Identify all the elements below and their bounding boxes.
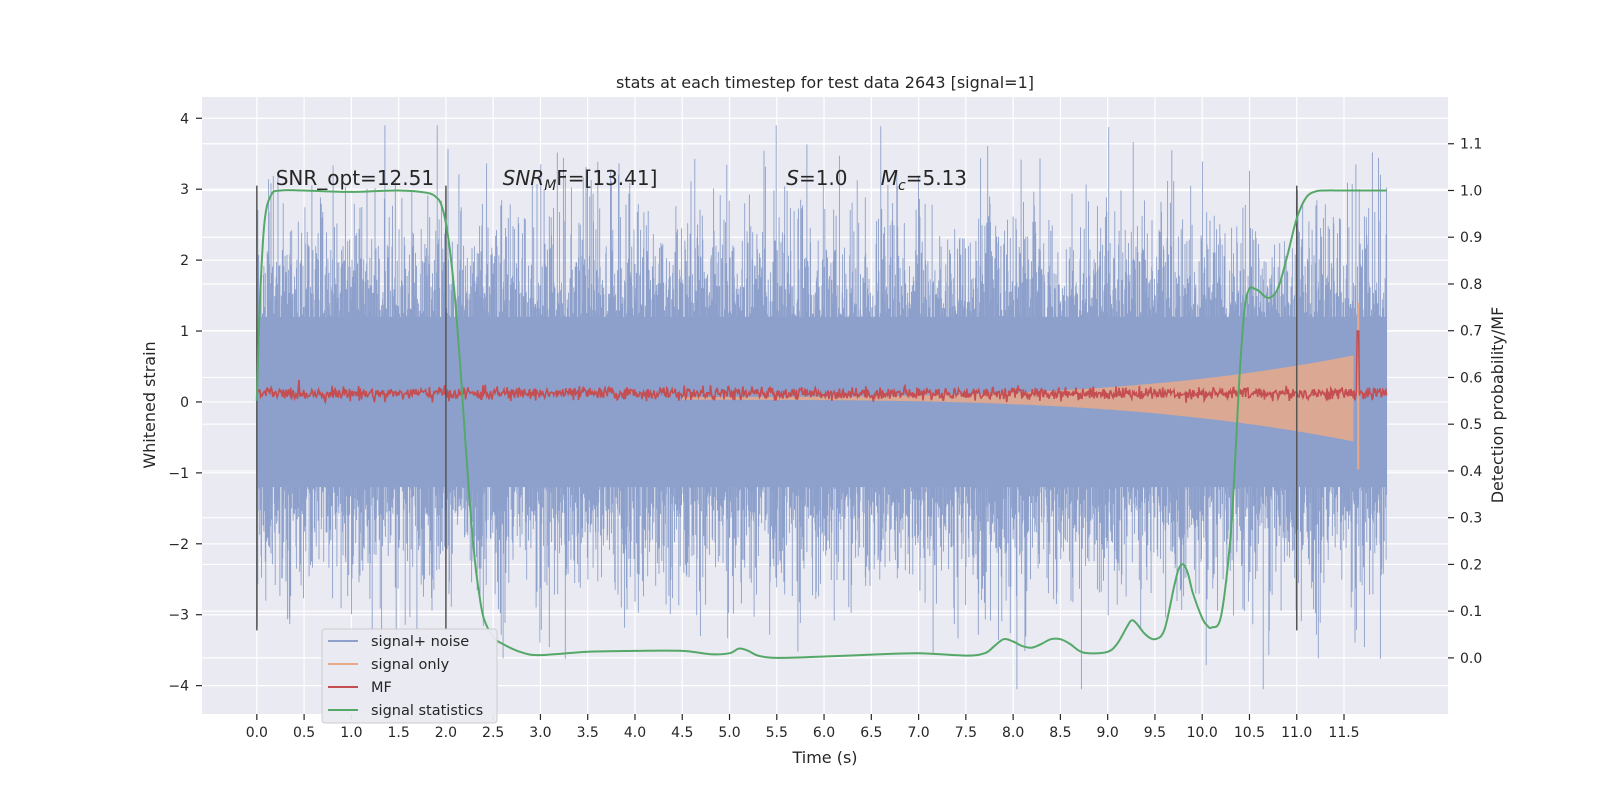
y-tick-label: 2 [180,253,189,269]
y2-tick-label: 1.0 [1460,183,1482,199]
x-tick-label: 8.0 [1002,725,1024,741]
x-tick-label: 10.5 [1234,725,1265,741]
legend-label-signal-statistics: signal statistics [371,703,483,719]
y-tick-label: −2 [168,537,189,553]
legend-box [321,628,498,724]
x-tick-label: 6.5 [860,725,882,741]
y2-tick-label: 0.6 [1460,370,1482,386]
signal-statistics-line [255,189,1387,659]
annotation-2: SNRMF=[13.41] [503,166,658,194]
axis-ticks: 0.0 0.5 1.0 1.5 2.0 2.5 3.0 3.5 4.0 4.5 5.0 5.5 6.0 6… [168,111,1482,741]
x-tick-label: 5.5 [766,725,788,741]
y-axis-label: Whitened strain [140,341,159,468]
x-tick-label: 4.0 [624,725,646,741]
x-tick-label: 0.0 [246,725,268,741]
legend-label-signal-noise: signal+ noise [371,634,469,650]
y-tick-label: −1 [168,466,189,482]
series-mf [256,330,1388,405]
x-tick-label: 2.5 [482,725,504,741]
x-tick-label: 1.5 [388,725,410,741]
y2-tick-label: 0.3 [1460,511,1482,527]
y2-tick-label: 0.4 [1460,464,1482,480]
x-tick-label: 3.0 [529,725,551,741]
y2-tick-label: 0.8 [1460,277,1482,293]
y2-axis-label: Detection probability/MF [1488,307,1507,504]
x-axis-label: Time (s) [791,748,857,767]
x-tick-label: 5.0 [718,725,740,741]
mf-line [256,330,1388,405]
series-signal-statistics [255,189,1387,659]
x-tick-label: 11.0 [1281,725,1312,741]
y2-tick-label: 1.1 [1460,137,1482,153]
y2-tick-label: 0.0 [1460,651,1482,667]
y2-tick-label: 0.5 [1460,417,1482,433]
y-tick-label: −4 [168,679,189,695]
y-tick-label: 4 [180,111,189,127]
annotations: SNR_opt=12.51 SNRMF=[13.41] S=1.0 Mc=5.13 [276,166,967,194]
x-tick-label: 7.0 [907,725,929,741]
legend: signal+ noise signal only MF signal stat… [321,628,498,724]
y-tick-label: 1 [180,324,189,340]
legend-label-signal-only: signal only [371,657,450,673]
y2-tick-label: 0.2 [1460,557,1482,573]
x-tick-label: 10.0 [1187,725,1218,741]
signal-only-envelope [682,355,1354,442]
y-tick-label: 0 [180,395,189,411]
x-tick-label: 1.0 [340,725,362,741]
x-tick-label: 2.0 [435,725,457,741]
annotation-4: Mc=5.13 [881,166,967,194]
y2-tick-label: 0.1 [1460,604,1482,620]
y2-tick-label: 0.9 [1460,230,1482,246]
chart-title: stats at each timestep for test data 264… [616,73,1034,92]
x-tick-label: 8.5 [1049,725,1071,741]
annotation-1: SNR_opt=12.51 [276,166,434,190]
x-tick-label: 11.5 [1328,725,1359,741]
y-tick-label: 3 [180,182,189,198]
x-tick-label: 4.5 [671,725,693,741]
vertical-markers [256,185,1298,631]
x-tick-label: 3.5 [577,725,599,741]
legend-label-mf: MF [371,680,392,696]
x-tick-label: 6.0 [813,725,835,741]
x-tick-label: 7.5 [955,725,977,741]
x-tick-label: 9.0 [1097,725,1119,741]
x-tick-label: 0.5 [293,725,315,741]
y-tick-label: −3 [168,608,189,624]
x-tick-label: 9.5 [1144,725,1166,741]
y2-tick-label: 0.7 [1460,324,1482,340]
annotation-3: S=1.0 [786,166,847,190]
